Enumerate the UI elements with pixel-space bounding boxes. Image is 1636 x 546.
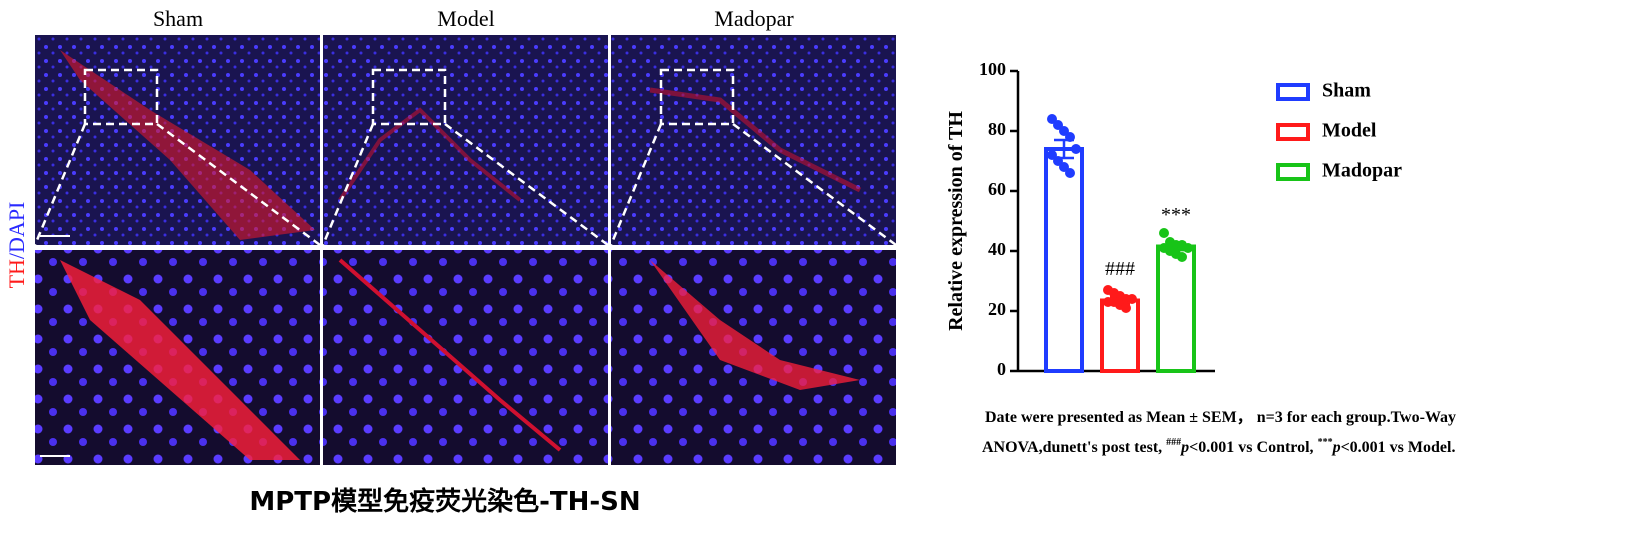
note: ANOVA,dunett's post test, bbox=[982, 439, 1166, 456]
note: *** bbox=[1318, 437, 1333, 448]
significance: ### bbox=[1105, 258, 1135, 280]
note: <0.001 vs Control, bbox=[1189, 439, 1317, 456]
legend-label: Model bbox=[1322, 120, 1377, 142]
data-point bbox=[1065, 132, 1075, 142]
note: ### bbox=[1166, 437, 1181, 448]
bar bbox=[1044, 147, 1084, 373]
counterstain: /DAPI bbox=[4, 202, 29, 259]
legend-swatch bbox=[1276, 83, 1310, 101]
legend-label: Sham bbox=[1322, 80, 1371, 102]
y-tick-label: 40 bbox=[988, 239, 1006, 259]
data-point bbox=[1121, 303, 1131, 313]
y-tick-label: 60 bbox=[988, 179, 1006, 199]
note: p bbox=[1331, 439, 1341, 456]
legend-swatch bbox=[1276, 123, 1310, 141]
panel-label: Madopar bbox=[714, 6, 794, 31]
bar bbox=[1156, 244, 1196, 373]
data-point bbox=[1177, 252, 1187, 262]
bar bbox=[1100, 298, 1140, 373]
caption: MPTP模型免疫荧光染色-TH-SN bbox=[249, 486, 640, 517]
y-tick-label: 80 bbox=[988, 119, 1006, 139]
y-tick-label: 0 bbox=[997, 359, 1006, 379]
legend-label: Madopar bbox=[1322, 160, 1402, 182]
legend-swatch bbox=[1276, 163, 1310, 181]
stain-label: TH/DAPI bbox=[4, 202, 29, 289]
data-point bbox=[1071, 144, 1081, 154]
note: Date were presented as Mean ± SEM， n=3 f… bbox=[985, 409, 1456, 426]
significance: *** bbox=[1161, 204, 1191, 226]
micrographs bbox=[33, 35, 897, 465]
y-tick-label: 20 bbox=[988, 299, 1006, 319]
note: <0.001 vs Model. bbox=[1341, 439, 1456, 456]
data-point bbox=[1183, 243, 1193, 253]
data-point bbox=[1127, 294, 1137, 304]
panel-label: Sham bbox=[153, 6, 203, 31]
y-tick-label: 100 bbox=[979, 59, 1006, 79]
note: p bbox=[1179, 439, 1189, 456]
data-point bbox=[1065, 168, 1075, 178]
data-point bbox=[1159, 228, 1169, 238]
marker: TH bbox=[4, 259, 29, 288]
panel-label: Model bbox=[437, 6, 494, 31]
note: ANOVA,dunett's post test, ###p<0.001 vs … bbox=[982, 437, 1455, 456]
y-axis-label: Relative expression of TH bbox=[945, 111, 967, 331]
